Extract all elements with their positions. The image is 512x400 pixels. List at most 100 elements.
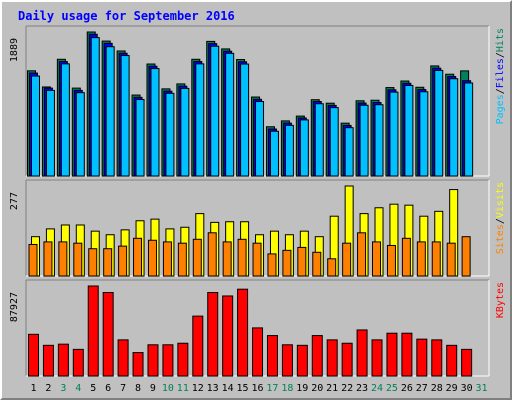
kbytes-bar (102, 291, 114, 377)
kbytes-bar (341, 342, 353, 377)
day-label: 20 (311, 383, 323, 394)
sites-bar (446, 242, 456, 277)
hits-files-pages-legend-separator: / (495, 88, 506, 94)
day-label: 17 (266, 383, 278, 394)
kbytes-bar (192, 315, 204, 377)
day-label: 4 (75, 383, 81, 394)
sites-bar (297, 246, 307, 277)
visits-sites-legend-visits: Visits (495, 182, 506, 218)
pages-bar (404, 85, 414, 177)
pages-bar (195, 63, 205, 177)
kbytes-bar (222, 295, 234, 377)
sites-bar (357, 232, 367, 277)
day-label: 1 (30, 383, 36, 394)
day-label: 14 (222, 383, 234, 394)
kbytes-bar (266, 335, 278, 377)
sites-bar (372, 241, 382, 277)
kbytes-bar (177, 342, 189, 377)
sites-bar (237, 238, 247, 277)
kbytes-max-label: 87927 (9, 292, 20, 322)
kbytes-bar (431, 339, 443, 377)
day-label: 12 (192, 383, 204, 394)
kbytes-bar (72, 348, 84, 377)
kbytes-bar (57, 343, 69, 377)
kbytes-bar (28, 333, 39, 377)
pages-bar (180, 87, 190, 177)
sites-bar (133, 237, 143, 277)
sites-bar (88, 248, 98, 277)
sites-bar (118, 245, 128, 277)
kbytes-bar (401, 332, 413, 377)
day-label: 28 (431, 383, 443, 394)
visits-sites-max-label: 277 (9, 192, 20, 210)
hits-files-pages-max-label: 1889 (9, 38, 20, 62)
sites-bar (461, 236, 471, 277)
day-label: 19 (296, 383, 308, 394)
sites-bar (207, 232, 217, 277)
visits-sites-legend: Sites/Visits (495, 182, 506, 254)
pages-bar (419, 91, 429, 177)
sites-bar (342, 242, 352, 277)
kbytes-bar (326, 339, 338, 377)
kbytes-bar (87, 285, 99, 377)
kbytes-bar (296, 344, 308, 377)
pages-bar (359, 104, 369, 177)
kbytes-bar (237, 288, 249, 377)
kbytes-bar (42, 344, 54, 377)
sites-bar (252, 242, 262, 277)
pages-bar (75, 92, 85, 177)
day-label: 16 (251, 383, 263, 394)
pages-bar (31, 75, 40, 177)
day-label: 3 (60, 383, 66, 394)
hits-files-pages-legend: Pages/Files/Hits (495, 28, 506, 124)
day-label: 21 (326, 383, 338, 394)
kbytes-bar (207, 291, 219, 377)
pages-bar (255, 101, 265, 177)
pages-bar (314, 103, 324, 177)
sites-bar (103, 248, 113, 277)
day-label: 29 (446, 383, 458, 394)
hits-files-pages-legend-separator: / (495, 52, 506, 58)
kbytes-legend: KBytes (495, 282, 506, 318)
hits-files-pages-legend-pages: Pages (495, 94, 506, 124)
kbytes-bar (371, 339, 383, 377)
kbytes-bar (461, 348, 473, 377)
kbytes-bar (252, 327, 264, 377)
day-label: 10 (162, 383, 174, 394)
pages-bar (225, 52, 235, 177)
pages-bar (269, 130, 279, 177)
day-label: 23 (356, 383, 368, 394)
pages-bar (434, 69, 444, 177)
day-label: 2 (45, 383, 51, 394)
hits-files-pages-legend-hits: Hits (495, 28, 506, 52)
pages-bar (374, 104, 384, 177)
pages-bar (165, 92, 175, 177)
pages-bar (344, 127, 354, 177)
day-label: 27 (416, 383, 428, 394)
day-label: 5 (90, 383, 96, 394)
day-label: 7 (120, 383, 126, 394)
sites-bar (58, 241, 68, 277)
hits-files-pages-legend-files: Files (495, 58, 506, 88)
day-label: 11 (177, 383, 189, 394)
kbytes-bar (416, 338, 428, 377)
pages-bar (45, 89, 55, 177)
sites-bar (282, 249, 292, 277)
sites-bar (416, 241, 426, 277)
pages-bar (60, 63, 70, 177)
day-label: 18 (281, 383, 293, 394)
sites-bar (267, 253, 277, 277)
pages-bar (210, 45, 220, 177)
sites-bar (222, 241, 232, 277)
sites-bar (192, 238, 202, 277)
kbytes-bar (281, 344, 293, 377)
kbytes-bar (117, 339, 129, 377)
day-label: 22 (341, 383, 353, 394)
day-label: 8 (135, 383, 141, 394)
pages-bar (329, 107, 339, 177)
sites-bar (73, 242, 83, 277)
sites-bar (177, 242, 187, 277)
sites-bar (162, 241, 172, 277)
day-label: 30 (461, 383, 473, 394)
